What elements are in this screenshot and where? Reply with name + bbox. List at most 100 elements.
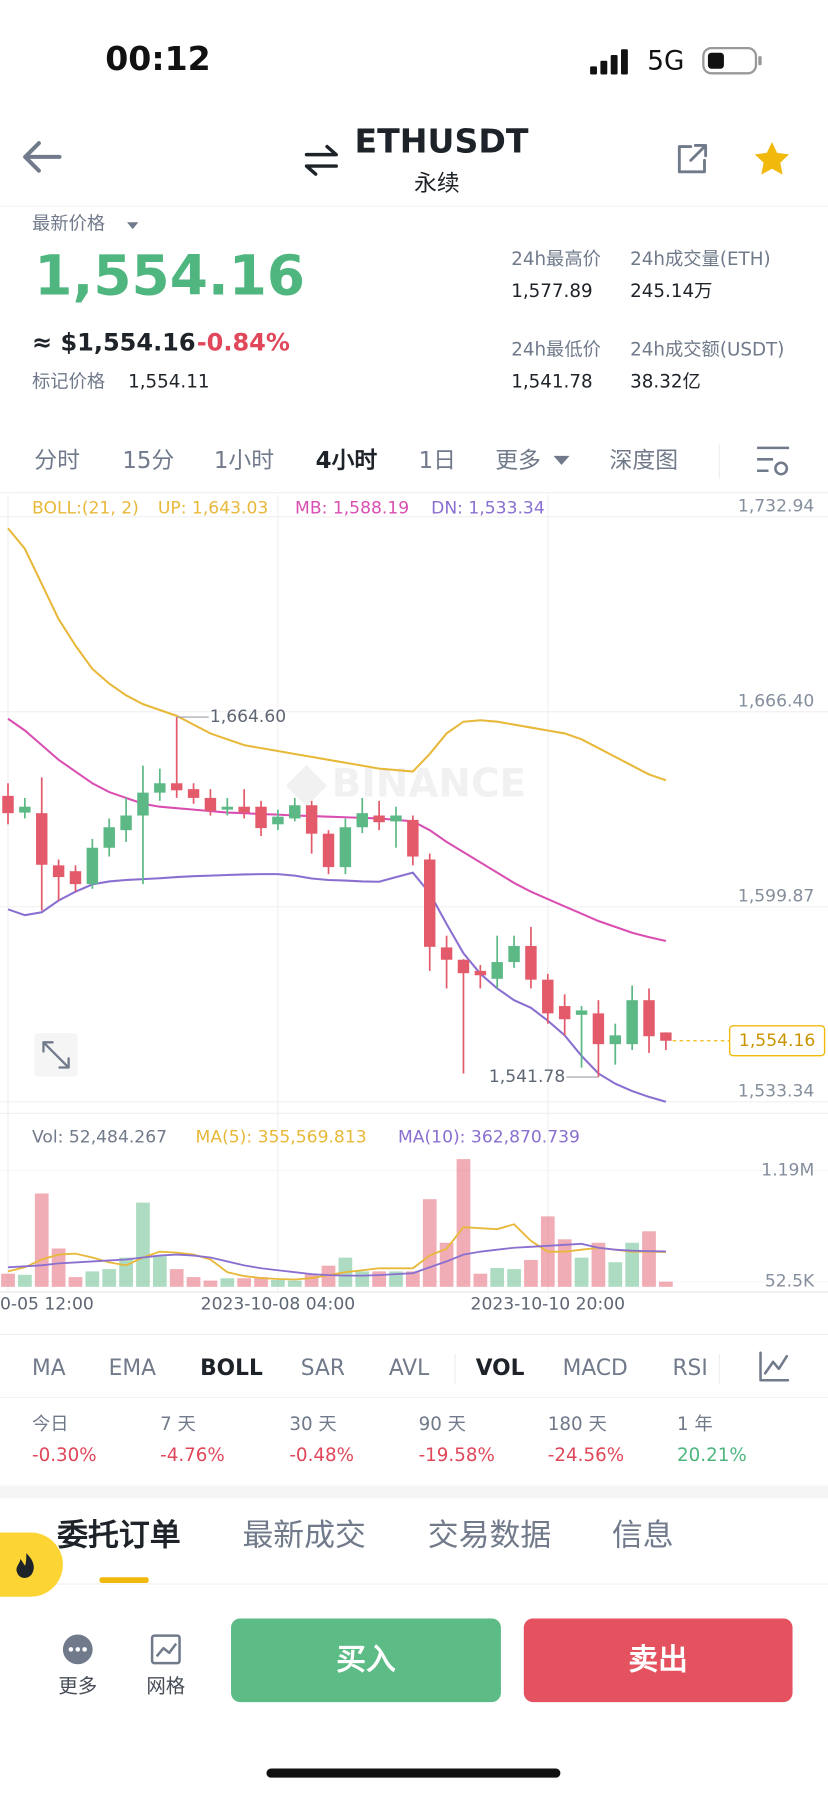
buy-button[interactable]	[231, 1618, 501, 1703]
candle-body	[575, 1010, 588, 1015]
indicator-tab[interactable]: RSI	[672, 1356, 707, 1381]
candle-body	[255, 806, 267, 829]
interval-tab[interactable]: 分时	[34, 448, 80, 474]
candle-body	[238, 806, 250, 813]
volume-bar	[557, 1239, 572, 1287]
boll-legend: DN: 1,533.34	[431, 499, 545, 519]
candle-body	[440, 947, 453, 960]
candle-body	[289, 805, 301, 819]
section-tab[interactable]: 最新成交	[242, 1518, 365, 1554]
battery-icon	[702, 46, 762, 75]
volume-bar	[220, 1278, 235, 1287]
indicator-tab[interactable]: EMA	[109, 1356, 156, 1381]
volume-bar	[102, 1269, 117, 1287]
candle-body	[154, 783, 166, 793]
volume-bar	[18, 1274, 32, 1287]
candle-body	[36, 813, 48, 865]
x-tick-label: 2023-10-08 04:00	[201, 1295, 355, 1315]
floating-button[interactable]	[0, 1532, 63, 1597]
sell-button[interactable]	[523, 1618, 793, 1703]
stat-label: 24h最低价	[511, 339, 601, 360]
dropdown-arrow	[553, 455, 570, 466]
volume-bar	[237, 1278, 252, 1287]
y-tick-label: 1,666.40	[738, 691, 814, 711]
indicator-tab[interactable]: MACD	[563, 1356, 628, 1381]
grid-label[interactable]: 网格	[146, 1675, 185, 1698]
performance-value: -19.58%	[419, 1445, 495, 1466]
interval-tab[interactable]: 4小时	[316, 448, 378, 474]
candle-body	[137, 792, 149, 816]
section-tab[interactable]: 委托订单	[57, 1518, 180, 1554]
indicator-tab[interactable]: AVL	[389, 1356, 429, 1381]
favorite-star[interactable]	[754, 142, 790, 175]
performance-value: -0.48%	[289, 1445, 354, 1466]
volume-bar	[389, 1271, 403, 1287]
symbol: ETHUSDT	[355, 122, 529, 161]
candle-body	[626, 1000, 638, 1045]
back-button[interactable]	[23, 141, 62, 173]
sell-label[interactable]: 卖出	[628, 1642, 687, 1677]
volume-bar	[422, 1199, 437, 1287]
boll-line	[7, 527, 667, 782]
indicator-tab[interactable]: BOLL	[200, 1356, 263, 1381]
volume-bar	[169, 1269, 184, 1287]
section-tab[interactable]: 交易数据	[428, 1518, 551, 1554]
mark-price: 1,554.11	[128, 372, 209, 393]
indicator-tab[interactable]: SAR	[301, 1356, 345, 1381]
candle-body	[660, 1032, 672, 1041]
volume-bar	[642, 1231, 656, 1287]
last-price: 1,554.16	[34, 244, 305, 308]
indicator-settings-icon[interactable]	[759, 1351, 790, 1382]
candle-body	[305, 805, 318, 834]
interval-tab[interactable]: 深度图	[610, 448, 679, 474]
status-time: 00:12	[105, 39, 211, 78]
dropdown-arrow	[126, 222, 139, 230]
price-change: -0.84%	[197, 329, 290, 357]
network-label: 5G	[647, 46, 684, 76]
candle-body	[390, 815, 402, 822]
candle-body	[407, 819, 419, 857]
interval-tab[interactable]: 1日	[419, 448, 456, 474]
volume-bar	[321, 1265, 336, 1287]
performance-label: 30 天	[289, 1414, 336, 1435]
volume-ma-legend: MA(10): 362,870.739	[398, 1127, 580, 1147]
more-label[interactable]: 更多	[58, 1675, 97, 1698]
switch-icon[interactable]	[304, 144, 338, 176]
volume-tick-label: 1.19M	[761, 1161, 814, 1181]
candle-body	[356, 813, 368, 828]
candle-body	[69, 871, 82, 885]
interval-tab[interactable]: 15分	[122, 448, 174, 474]
interval-tab[interactable]: 1小时	[214, 448, 274, 474]
share-button[interactable]	[677, 144, 708, 174]
candle-body	[187, 789, 200, 798]
expand-button[interactable]	[34, 1033, 78, 1077]
buy-label[interactable]: 买入	[336, 1642, 396, 1677]
signal-icon	[590, 49, 628, 75]
volume-bar	[136, 1202, 150, 1287]
candle-body	[322, 833, 335, 868]
volume-bar	[659, 1281, 673, 1287]
performance-value: 20.21%	[677, 1445, 747, 1466]
candle-body	[542, 979, 554, 1014]
more-icon[interactable]	[62, 1634, 93, 1665]
section-tab[interactable]: 信息	[612, 1518, 674, 1554]
indicator-tab[interactable]: VOL	[476, 1356, 525, 1381]
indicator-tab[interactable]: MA	[32, 1356, 66, 1381]
volume-bar	[1, 1273, 15, 1287]
candle-body	[272, 816, 284, 825]
candle-body	[52, 865, 65, 878]
stat-value: 245.14万	[630, 281, 712, 302]
chart-settings-icon[interactable]	[757, 446, 790, 476]
stat-value: 1,577.89	[511, 281, 592, 302]
candle-body	[120, 815, 132, 831]
grid-icon[interactable]	[150, 1634, 181, 1665]
candle-body	[204, 797, 217, 811]
volume-legend: Vol: 52,484.267	[32, 1127, 167, 1147]
volume-bar	[608, 1262, 623, 1287]
interval-tab[interactable]: 更多	[495, 448, 541, 474]
performance-value: -0.30%	[32, 1445, 97, 1466]
mark-price-label: 标记价格	[32, 372, 105, 393]
contract-type: 永续	[414, 171, 460, 197]
